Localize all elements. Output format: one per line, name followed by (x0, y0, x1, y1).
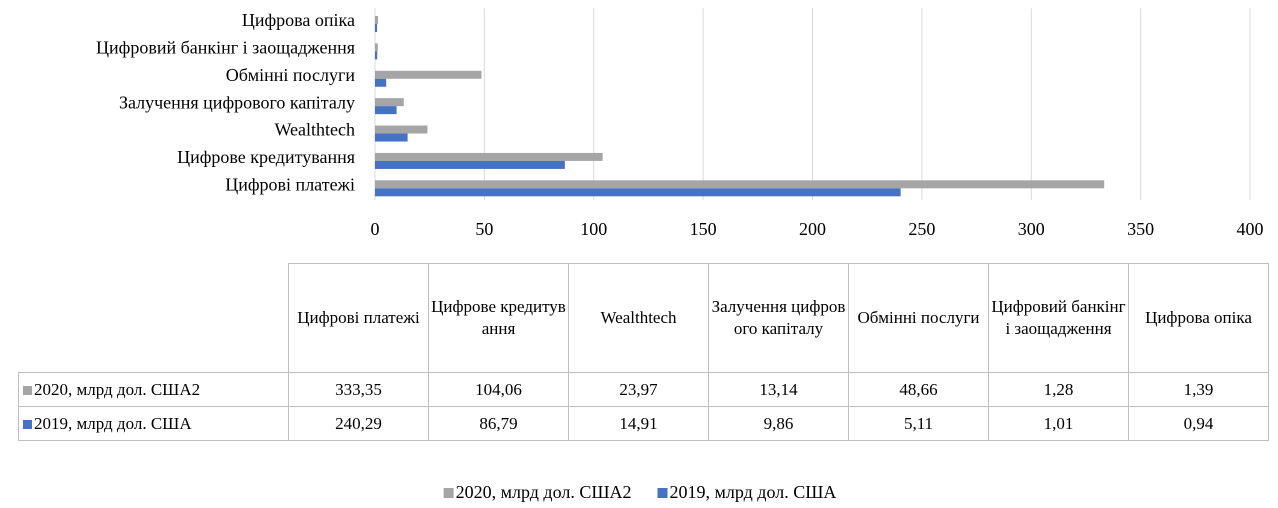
table-value: 0,94 (1128, 406, 1269, 441)
legend: 2020, млрд дол. США2 2019, млрд дол. США (443, 482, 837, 502)
blank-cell (19, 264, 289, 373)
x-tick-label: 350 (1127, 219, 1154, 239)
x-tick-label: 0 (371, 219, 380, 239)
table-value: 333,35 (288, 372, 429, 407)
bar (375, 180, 1105, 189)
x-tick-label: 400 (1237, 219, 1264, 239)
table-value: 9,86 (708, 406, 849, 441)
table-value: 1,28 (988, 372, 1129, 407)
x-tick-label: 100 (580, 219, 607, 239)
bar (375, 188, 901, 197)
table-value: 5,11 (848, 406, 989, 441)
table-value: 13,14 (708, 372, 849, 407)
legend-swatch (657, 488, 668, 498)
table-header: Цифрове кредитування (428, 263, 569, 373)
table-value: 1,01 (988, 406, 1129, 441)
table-value: 1,39 (1128, 372, 1269, 407)
table-value: 48,66 (848, 372, 989, 407)
legend-swatch (443, 488, 454, 498)
x-tick-label: 300 (1018, 219, 1045, 239)
row-key: 2019, млрд дол. США (18, 406, 289, 441)
y-tick-label: Цифровий банкінг і заощадження (96, 38, 355, 58)
table-value: 23,97 (568, 372, 709, 407)
y-tick-label: Цифрове кредитування (177, 147, 355, 167)
table-value: 86,79 (428, 406, 569, 441)
y-tick-label: Цифрова опіка (242, 10, 355, 30)
y-tick-label: Обмінні послуги (226, 65, 356, 85)
table-value: 240,29 (288, 406, 429, 441)
table-value: 14,91 (568, 406, 709, 441)
legend-label: 2020, млрд дол. США2 (456, 482, 632, 502)
legend-swatch (23, 419, 32, 429)
row-label: 2020, млрд дол. США2 (34, 379, 201, 399)
table-row: 2020, млрд дол. США2 333,35 104,06 23,97 13,… (18, 372, 1269, 407)
bar (375, 106, 397, 115)
bar (375, 125, 428, 134)
bar (375, 98, 404, 107)
y-tick-label: Цифрові платежі (225, 174, 355, 194)
bar (375, 43, 378, 52)
bar (375, 15, 379, 24)
bar (375, 152, 603, 161)
x-tick-label: 250 (908, 219, 935, 239)
table-header: Цифрова опіка (1128, 263, 1269, 373)
y-tick-label: Залучення цифрового капіталу (119, 92, 355, 112)
bar (375, 133, 408, 142)
table-header: Обмінні послуги (848, 263, 989, 373)
data-table: Цифрові платежі Цифрове кредитування Wealt… (18, 263, 1269, 441)
bar (375, 78, 387, 87)
table-header: Цифрові платежі (288, 263, 429, 373)
table-header: Залучення цифрового капіталу (708, 263, 849, 373)
x-tick-label: 200 (799, 219, 826, 239)
table-row: 2019, млрд дол. США 240,29 86,79 14,91 9,86 5… (18, 406, 1269, 441)
bar (375, 51, 378, 60)
bar (375, 23, 378, 32)
table-header: Wealthtech (568, 263, 709, 373)
row-key: 2020, млрд дол. США2 (18, 372, 289, 407)
bar (375, 70, 482, 79)
table-header: Цифровий банкінг і заощадження (988, 263, 1129, 373)
table-value: 104,06 (428, 372, 569, 407)
x-tick-label: 150 (690, 219, 717, 239)
legend-label: 2019, млрд дол. США (670, 482, 837, 502)
bar (375, 160, 565, 169)
y-tick-label: Wealthtech (274, 120, 355, 140)
row-label: 2019, млрд дол. США (34, 413, 192, 433)
x-tick-label: 50 (475, 219, 493, 239)
legend-swatch (23, 385, 32, 395)
